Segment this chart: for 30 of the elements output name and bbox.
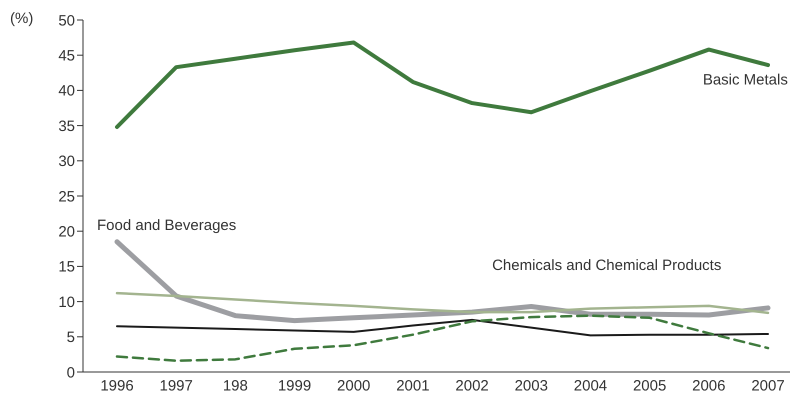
x-tick-label: 1999 bbox=[278, 378, 312, 395]
x-tick-label: 1997 bbox=[159, 378, 193, 395]
y-axis-title: (%) bbox=[10, 10, 34, 27]
line-series bbox=[116, 318, 769, 336]
y-tick-label: 15 bbox=[58, 258, 75, 276]
y-tick-label: 10 bbox=[58, 294, 75, 311]
y-tick-label: 50 bbox=[58, 12, 75, 30]
x-tick-label: 2007 bbox=[751, 378, 785, 395]
x-tick-label: 2006 bbox=[692, 378, 726, 395]
y-tick-label: 20 bbox=[58, 224, 75, 241]
x-tick-label: 2003 bbox=[514, 378, 548, 395]
y-tick-label: 30 bbox=[58, 153, 75, 170]
series-label: Basic Metals bbox=[702, 72, 788, 89]
y-tick-label: 40 bbox=[58, 82, 75, 100]
x-tick-label: 198 bbox=[222, 378, 248, 395]
x-tick-label: 1996 bbox=[100, 378, 134, 395]
series-label: Food and Beverages bbox=[97, 216, 236, 234]
text: Chemicals and Chemical Products bbox=[492, 257, 722, 274]
y-tick-label: 0 bbox=[66, 364, 75, 382]
x-tick-label: 2002 bbox=[455, 378, 489, 395]
x-tick-label: 2000 bbox=[337, 378, 370, 395]
x-tick-label: 2005 bbox=[632, 378, 666, 395]
x-tick-label: 2001 bbox=[396, 378, 430, 395]
y-tick-label: 35 bbox=[58, 118, 75, 135]
line-series bbox=[116, 292, 770, 314]
y-tick-label: 45 bbox=[58, 48, 75, 65]
y-tick-label: 5 bbox=[66, 329, 75, 346]
y-tick-label: 25 bbox=[58, 188, 75, 206]
line-series bbox=[116, 314, 770, 362]
x-tick-label: 2004 bbox=[574, 378, 608, 395]
